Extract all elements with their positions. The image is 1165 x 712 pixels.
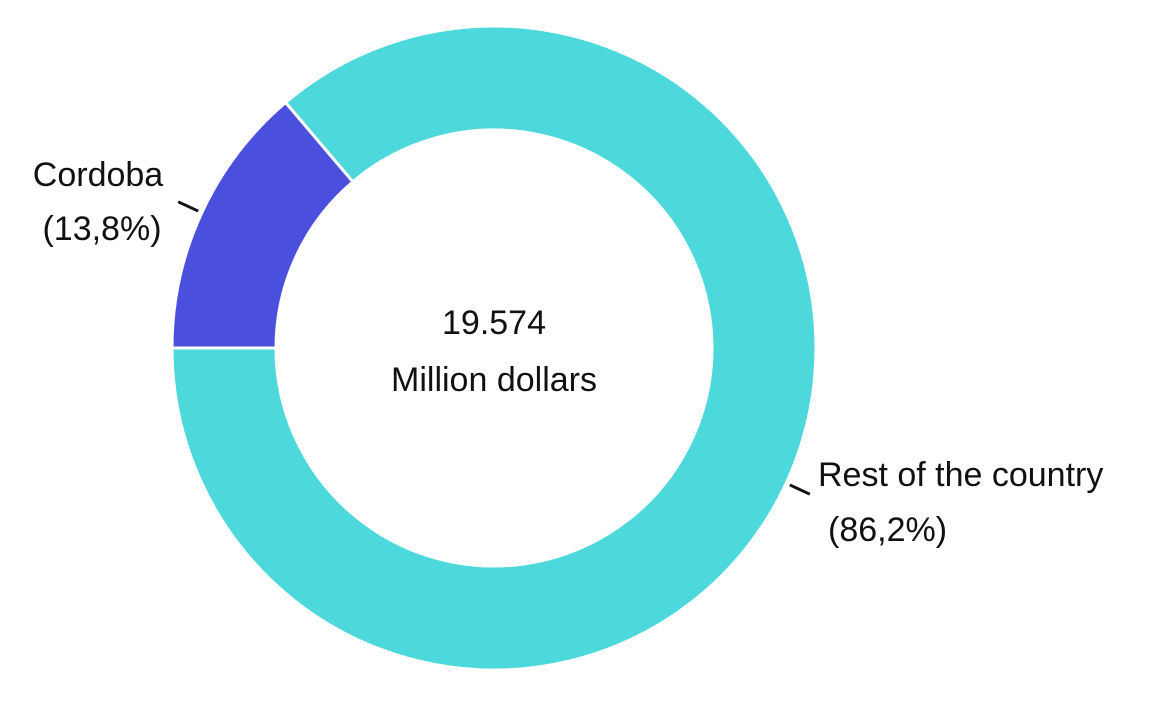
slices-layer [170,24,818,672]
center-unit: Million dollars [391,361,597,399]
center-value: 19.574 [442,304,546,342]
leader-line-cordoba [177,200,199,213]
slice-label-rest-of-the-country: Rest of the country [818,456,1103,494]
slice-rest-of-the-country [170,24,818,672]
slice-label-cordoba: Cordoba [33,156,164,194]
leader-line-rest-of-the-country [789,483,811,496]
labels-layer: Cordoba (13,8%) Rest of the country (86,2%) [33,156,1104,549]
slice-percent-cordoba: (13,8%) [42,210,161,248]
slice-percent-rest-of-the-country: (86,2%) [828,511,947,549]
